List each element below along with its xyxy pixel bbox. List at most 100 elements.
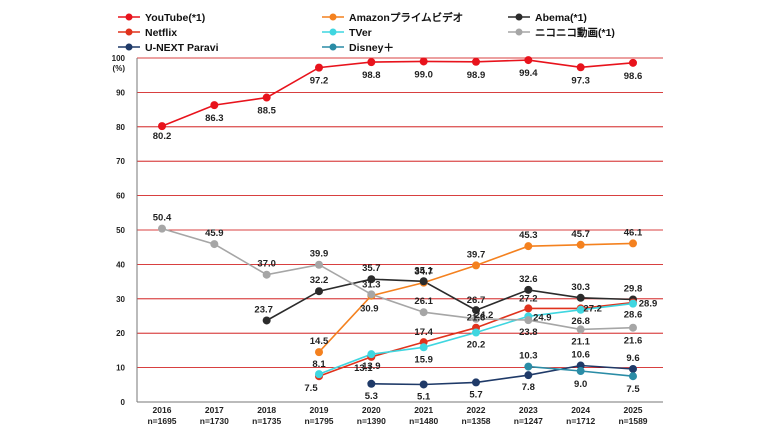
x-tick-label: 2018: [257, 405, 276, 415]
legend-swatch-marker: [515, 28, 523, 36]
data-label: 31.3: [362, 279, 381, 290]
series-lines: [161, 59, 634, 386]
data-point: [367, 275, 376, 284]
data-label: 9.6: [626, 353, 639, 364]
legend: YouTube(*1) Amazonプライムビデオ Abema(*1) Netflix…: [118, 11, 615, 54]
data-label: 99.4: [519, 68, 538, 79]
data-point: [472, 306, 480, 315]
data-label: 88.5: [257, 106, 276, 117]
data-label: 9.0: [574, 379, 587, 390]
data-point: [210, 240, 219, 249]
y-tick-label: 20: [116, 329, 125, 338]
data-label: 20.2: [467, 340, 486, 351]
data-point: [472, 378, 480, 387]
data-point: [576, 305, 585, 314]
series-line: [161, 227, 634, 331]
data-label: 23.7: [254, 304, 273, 315]
sample-size-label: n=1390: [357, 416, 386, 426]
data-point: [472, 57, 480, 66]
data-point: [419, 380, 428, 389]
data-label: 10.3: [519, 351, 538, 362]
x-tick-label: 2021: [414, 405, 433, 415]
data-label: 98.8: [362, 70, 381, 81]
data-point: [419, 277, 428, 286]
data-label: 26.7: [467, 295, 486, 306]
data-point: [367, 379, 376, 388]
x-tick-label: 2022: [467, 405, 486, 415]
data-label: 45.9: [205, 228, 224, 239]
data-label: 26.8: [571, 316, 590, 327]
data-label: 99.0: [414, 69, 433, 80]
sample-size-label: n=1712: [566, 416, 595, 426]
data-label: 98.6: [624, 71, 643, 82]
x-tick-label: 2017: [205, 405, 224, 415]
data-point: [419, 343, 428, 352]
data-label: 35.7: [362, 263, 381, 274]
sample-size-label: n=1735: [252, 416, 281, 426]
legend-swatch-marker: [329, 28, 337, 36]
data-labels: 80.2 86.3 88.5 97.2 98.8 99.0 98.9 99.4 97.3 98.6…: [153, 68, 658, 402]
data-label: 45.7: [571, 229, 590, 240]
data-label: 7.5: [304, 383, 318, 394]
data-label: 35.1: [414, 265, 433, 276]
sample-size-label: n=1589: [618, 416, 647, 426]
sample-size-label: n=1695: [147, 416, 176, 426]
data-point: [576, 63, 585, 72]
data-point: [629, 239, 637, 248]
x-tick-label: 2016: [153, 405, 172, 415]
data-label: 5.3: [365, 391, 378, 402]
x-tick-label: 2023: [519, 405, 538, 415]
data-label: 27.2: [583, 303, 602, 314]
data-label: 86.3: [205, 113, 224, 124]
data-label: 29.8: [624, 283, 643, 294]
data-point: [367, 350, 376, 359]
data-label: 34.7: [414, 267, 433, 278]
y-tick-label: 50: [116, 226, 125, 235]
legend-swatch-marker: [125, 13, 133, 21]
legend-label: ニコニコ動画(*1): [535, 26, 615, 39]
data-label: 13.1: [354, 363, 373, 374]
data-label: 28.9: [639, 299, 658, 310]
data-label: 10.6: [571, 350, 590, 361]
legend-item: Netflix: [118, 27, 177, 39]
data-point: [367, 290, 376, 299]
y-axis: 0 10 20 30 40 50 60 70 80 90 100(%): [112, 54, 138, 407]
series-line: [161, 59, 634, 127]
legend-item: ニコニコ動画(*1): [508, 26, 615, 39]
data-point: [315, 348, 323, 357]
legend-item: U-NEXT Paravi: [118, 42, 219, 54]
data-label: 32.2: [310, 275, 329, 286]
data-label: 23.8: [519, 327, 538, 338]
data-label: 80.2: [153, 131, 172, 142]
y-tick-label: 30: [116, 295, 125, 304]
data-point: [158, 122, 166, 131]
data-point: [576, 293, 585, 302]
data-label: 21.1: [571, 336, 590, 347]
data-label: 98.9: [467, 70, 486, 81]
data-point: [472, 261, 480, 270]
data-label: 26.1: [414, 296, 433, 307]
legend-swatch-marker: [125, 28, 133, 36]
legend-item: YouTube(*1): [118, 12, 205, 24]
data-label: 32.6: [519, 274, 538, 285]
data-point: [524, 304, 533, 313]
y-tick-label: 70: [116, 157, 125, 166]
data-label: 5.1: [417, 391, 431, 402]
data-point: [472, 328, 480, 337]
data-label: 14.5: [310, 336, 329, 347]
data-label: 13.9: [362, 361, 381, 372]
sample-size-label: n=1480: [409, 416, 438, 426]
data-point: [315, 260, 323, 269]
legend-item: TVer: [322, 27, 372, 39]
y-tick-label: 10: [116, 364, 125, 373]
data-label: 7.5: [626, 384, 640, 395]
x-tick-label: 2024: [571, 405, 590, 415]
data-point: [629, 299, 637, 308]
data-point: [576, 240, 585, 249]
data-point: [524, 285, 533, 294]
data-label: 7.8: [522, 382, 535, 393]
data-point: [262, 93, 271, 102]
data-label: 39.9: [310, 249, 329, 260]
data-point: [524, 56, 533, 65]
data-label: 8.1: [312, 359, 326, 370]
